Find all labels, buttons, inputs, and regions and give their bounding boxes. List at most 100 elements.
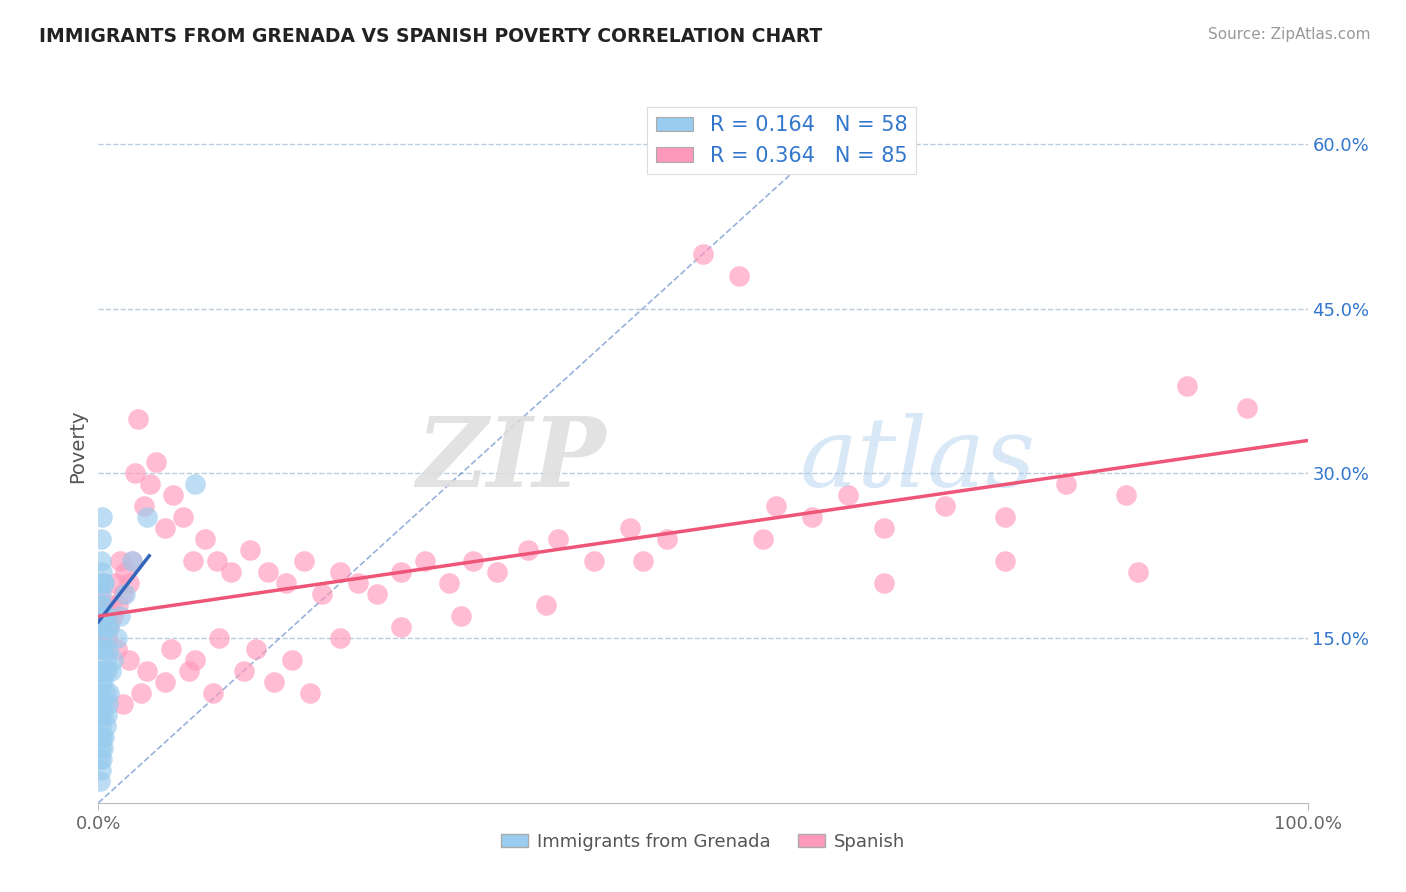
Point xyxy=(108,609,131,624)
Point xyxy=(221,566,243,580)
Point xyxy=(800,510,823,524)
Point xyxy=(91,697,114,711)
Point xyxy=(118,653,141,667)
Point xyxy=(205,554,228,568)
Point xyxy=(89,587,111,601)
Point xyxy=(239,543,262,558)
Point xyxy=(463,554,485,568)
Point xyxy=(118,576,141,591)
Point xyxy=(366,587,388,601)
Point xyxy=(619,521,641,535)
Point xyxy=(90,675,112,690)
Point xyxy=(752,533,775,547)
Point xyxy=(108,554,131,568)
Point xyxy=(90,719,112,733)
Point xyxy=(105,631,128,645)
Point xyxy=(94,620,117,634)
Point xyxy=(114,587,136,601)
Point xyxy=(100,664,122,678)
Point xyxy=(413,554,436,568)
Point xyxy=(96,631,118,645)
Point xyxy=(121,554,143,568)
Point xyxy=(107,598,129,612)
Point xyxy=(135,664,157,678)
Point xyxy=(692,247,714,261)
Point xyxy=(114,566,136,580)
Point xyxy=(91,664,114,678)
Point xyxy=(89,730,111,744)
Point xyxy=(90,587,112,601)
Point xyxy=(89,752,111,766)
Point xyxy=(89,576,111,591)
Point xyxy=(1128,566,1150,580)
Point xyxy=(89,664,111,678)
Point xyxy=(347,576,370,591)
Point xyxy=(994,510,1017,524)
Point xyxy=(91,510,114,524)
Point xyxy=(135,510,157,524)
Point xyxy=(90,609,112,624)
Point xyxy=(160,642,183,657)
Legend: Immigrants from Grenada, Spanish: Immigrants from Grenada, Spanish xyxy=(494,826,912,858)
Point xyxy=(90,763,112,777)
Point xyxy=(93,620,115,634)
Point xyxy=(91,566,114,580)
Point xyxy=(100,598,122,612)
Point xyxy=(934,500,956,514)
Point xyxy=(94,609,117,624)
Point xyxy=(94,653,117,667)
Point xyxy=(389,566,412,580)
Point xyxy=(184,653,207,667)
Point xyxy=(873,576,896,591)
Point xyxy=(292,554,315,568)
Point xyxy=(516,543,538,558)
Point xyxy=(101,653,124,667)
Point xyxy=(162,488,184,502)
Point xyxy=(93,664,115,678)
Point xyxy=(172,510,194,524)
Point xyxy=(91,642,114,657)
Point xyxy=(91,740,114,755)
Point xyxy=(274,576,297,591)
Point xyxy=(94,686,117,700)
Point xyxy=(179,664,201,678)
Point xyxy=(89,620,111,634)
Point xyxy=(1175,378,1198,392)
Point xyxy=(837,488,859,502)
Point xyxy=(329,566,352,580)
Point xyxy=(281,653,304,667)
Point xyxy=(311,587,333,601)
Point xyxy=(1054,477,1077,491)
Point xyxy=(91,730,114,744)
Point xyxy=(96,708,118,723)
Point xyxy=(91,598,114,612)
Point xyxy=(104,576,127,591)
Point xyxy=(208,631,231,645)
Point xyxy=(89,686,111,700)
Point xyxy=(232,664,254,678)
Point xyxy=(486,566,509,580)
Point xyxy=(139,477,162,491)
Point xyxy=(202,686,225,700)
Point xyxy=(145,455,167,469)
Point xyxy=(97,642,120,657)
Point xyxy=(91,752,114,766)
Point xyxy=(129,686,152,700)
Point xyxy=(873,521,896,535)
Point xyxy=(631,554,654,568)
Point xyxy=(194,533,217,547)
Point xyxy=(97,697,120,711)
Point xyxy=(181,554,204,568)
Point xyxy=(90,533,112,547)
Point xyxy=(299,686,322,700)
Point xyxy=(134,500,156,514)
Point xyxy=(389,620,412,634)
Point xyxy=(96,620,118,634)
Point xyxy=(90,697,112,711)
Text: Source: ZipAtlas.com: Source: ZipAtlas.com xyxy=(1208,27,1371,42)
Point xyxy=(90,740,112,755)
Text: atlas: atlas xyxy=(800,413,1036,508)
Point xyxy=(93,609,115,624)
Point xyxy=(245,642,267,657)
Point xyxy=(994,554,1017,568)
